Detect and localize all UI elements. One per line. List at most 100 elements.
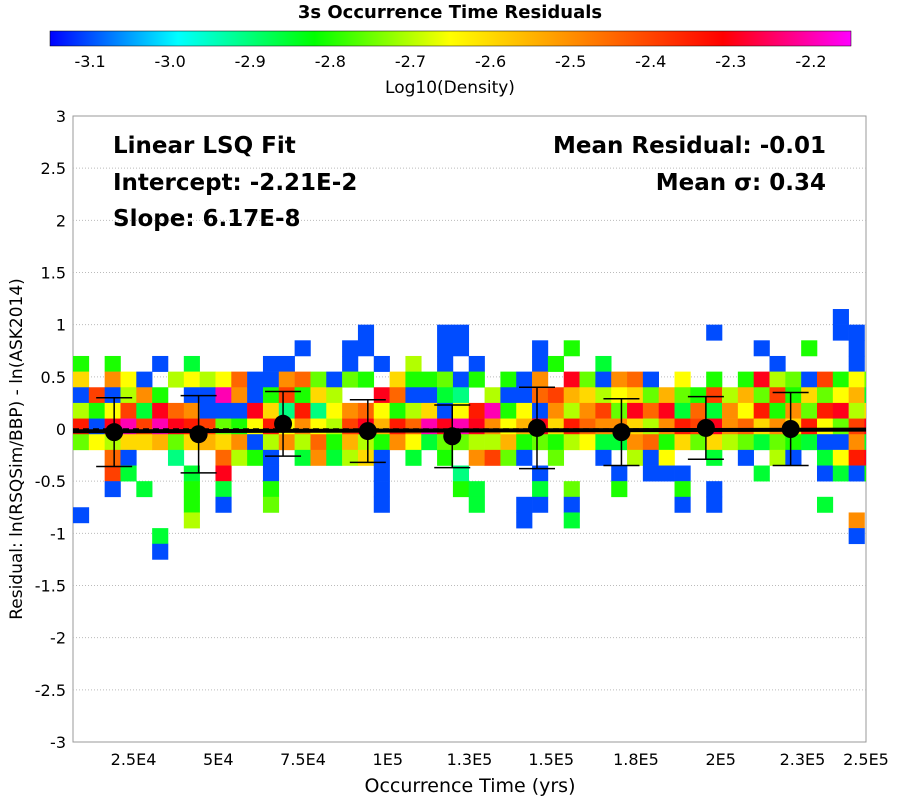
heatmap-cell: [405, 402, 422, 419]
heatmap-cell: [816, 449, 834, 466]
heatmap-cell: [199, 371, 216, 388]
bin-mean-point: [612, 423, 631, 442]
mean-sigma: Mean σ: 0.34: [656, 170, 826, 196]
heatmap-cell: [579, 402, 596, 419]
heatmap-cell: [357, 402, 375, 419]
heatmap-cell: [674, 387, 691, 404]
heatmap-cell: [215, 481, 232, 498]
heatmap-cell: [674, 371, 691, 388]
heatmap-cell: [563, 512, 580, 529]
heatmap-cell: [848, 434, 865, 451]
heatmap-cell: [373, 387, 390, 404]
heatmap-cell: [278, 355, 295, 372]
heatmap-cell: [183, 481, 200, 498]
heatmap-cell: [753, 465, 770, 482]
heatmap-cell: [801, 387, 818, 404]
heatmap-cell: [120, 402, 137, 419]
heatmap-cell: [563, 371, 580, 388]
heatmap-cell: [500, 449, 517, 466]
heatmap-cell: [278, 371, 295, 388]
heatmap-cell: [167, 449, 185, 466]
colorbar-tick-label: -3.1: [74, 52, 105, 71]
heatmap-cell: [595, 449, 612, 466]
y-tick-label: 0: [56, 420, 66, 439]
heatmap-cell: [183, 512, 200, 529]
heatmap-cell: [658, 387, 675, 404]
heatmap-cell: [722, 418, 739, 435]
heatmap-cell: [373, 496, 390, 513]
bin-mean-point: [189, 425, 208, 444]
heatmap-cell: [231, 449, 248, 466]
heatmap-cell: [452, 340, 470, 357]
heatmap-cell: [642, 402, 660, 419]
heatmap-cell: [706, 324, 723, 341]
heatmap-cell: [848, 355, 865, 372]
heatmap-cell: [373, 465, 390, 482]
heatmap-cell: [658, 402, 675, 419]
heatmap-cell: [152, 402, 169, 419]
heatmap-cell: [294, 340, 311, 357]
heatmap-cell: [73, 434, 90, 451]
heatmap-cell: [342, 371, 359, 388]
heatmap-cell: [231, 371, 248, 388]
heatmap-cell: [452, 324, 470, 341]
heatmap-cell: [104, 481, 121, 498]
x-tick-label: 2.3E5: [780, 750, 826, 769]
heatmap-cell: [611, 465, 628, 482]
heatmap-cell: [389, 402, 406, 419]
heatmap-cell: [326, 434, 343, 451]
heatmap-cell: [816, 387, 834, 404]
x-tick-label: 2E5: [705, 750, 735, 769]
heatmap-cell: [389, 371, 406, 388]
heatmap-cell: [706, 434, 723, 451]
heatmap-cell: [690, 402, 707, 419]
heatmap-cell: [595, 402, 612, 419]
heatmap-cell: [167, 434, 185, 451]
heatmap-cell: [500, 402, 517, 419]
heatmap-cell: [88, 387, 105, 404]
heatmap-cell: [88, 402, 105, 419]
heatmap-cell: [468, 402, 485, 419]
bin-mean-point: [696, 418, 715, 437]
heatmap-cell: [500, 371, 517, 388]
heatmap-cell: [864, 465, 866, 482]
heatmap-cell: [706, 496, 723, 513]
heatmap-cell: [73, 507, 90, 524]
heatmap-cell: [120, 387, 137, 404]
y-tick-label: -2.5: [35, 681, 66, 700]
heatmap-cell: [753, 371, 770, 388]
heatmap-cell: [294, 434, 311, 451]
y-axis-label: Residual: ln(RSQSim/BBP) - ln(ASK2014): [7, 278, 27, 620]
heatmap-cell: [152, 355, 169, 372]
heatmap-cell: [722, 434, 739, 451]
y-tick-label: -2: [50, 629, 66, 648]
heatmap-cell: [183, 496, 200, 513]
heatmap-cell: [848, 387, 865, 404]
heatmap-cell: [262, 481, 280, 498]
x-axis-label: Occurrence Time (yrs): [365, 775, 576, 797]
x-tick-label: 2.5E5: [843, 750, 889, 769]
heatmap-cell: [658, 434, 675, 451]
heatmap-cell: [532, 434, 549, 451]
heatmap-cell: [152, 543, 169, 560]
heatmap-cell: [785, 449, 802, 466]
heatmap-cell: [468, 371, 485, 388]
heatmap-cell: [262, 465, 280, 482]
heatmap-cell: [611, 481, 628, 498]
colorbar-tick-label: -2.8: [315, 52, 346, 71]
heatmap-cell: [832, 371, 849, 388]
y-tick-label: -1: [50, 524, 66, 543]
colorbar: [49, 30, 852, 47]
heatmap-cell: [215, 496, 232, 513]
heatmap-cell: [722, 402, 739, 419]
heatmap-cell: [769, 387, 786, 404]
x-tick-label: 1.8E5: [613, 750, 659, 769]
heatmap-cell: [120, 371, 137, 388]
heatmap-cell: [753, 402, 770, 419]
heatmap-cell: [816, 434, 834, 451]
heatmap-cell: [832, 449, 849, 466]
bin-mean-point: [358, 422, 377, 441]
heatmap-cell: [832, 402, 849, 419]
heatmap-cell: [848, 418, 865, 435]
heatmap-cell: [357, 340, 375, 357]
